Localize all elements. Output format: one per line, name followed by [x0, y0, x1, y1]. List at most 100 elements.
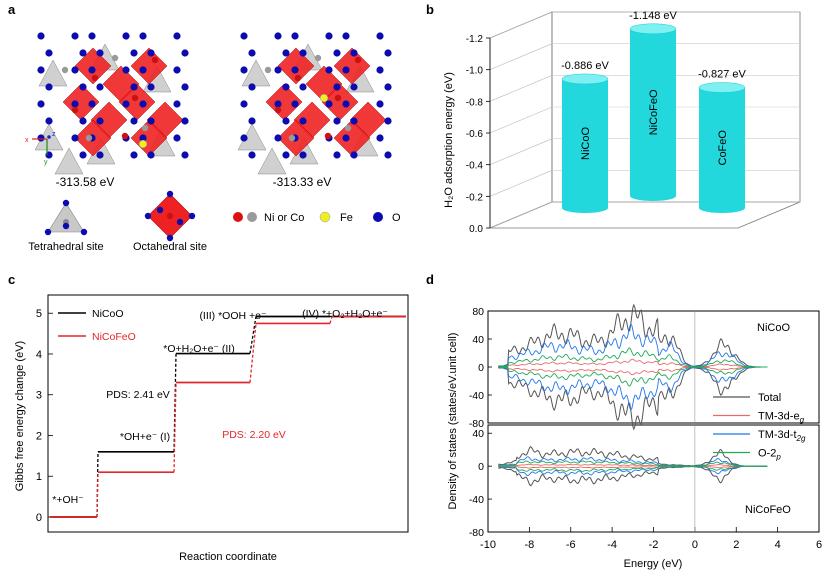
oxygen-atom [37, 32, 45, 40]
oxygen-atom [240, 66, 248, 74]
y-tick-label: 80 [472, 306, 484, 318]
octahedron [74, 47, 112, 85]
oxygen-atom [130, 151, 138, 159]
site-oxygen [176, 218, 184, 226]
oxygen-atom [37, 100, 45, 108]
co-atom [111, 54, 119, 62]
oxygen-atom [376, 100, 384, 108]
crystal-structure-nicofeo [237, 32, 392, 175]
oxygen-atom [173, 100, 181, 108]
oxygen-atom [376, 66, 384, 74]
bar-cofeo: CoFeO -0.827 eV [698, 69, 747, 213]
oxygen-atom [181, 83, 189, 91]
x-tick-label: 6 [816, 539, 822, 551]
oxygen-atom [173, 134, 181, 142]
oxygen-atom [248, 83, 256, 91]
dos-curve-total [498, 366, 768, 431]
oxygen-atom [122, 66, 130, 74]
grid-line [489, 11, 553, 39]
oxygen-atom [240, 100, 248, 108]
oxygen-atom [282, 49, 290, 57]
tetrahedron [257, 147, 287, 175]
oxygen-atom [282, 83, 290, 91]
legend-co-marker [247, 212, 257, 222]
y-tick-label: 0 [478, 362, 484, 374]
tetrahedron [54, 147, 84, 175]
dos-curve-tm-3d-eg [498, 463, 768, 467]
x-tick-label: -2 [649, 539, 659, 551]
legend-o-label: O [392, 212, 401, 224]
oxygen-atom [147, 83, 155, 91]
chart-d-curves [498, 303, 768, 487]
dos-system-label-top: NiCoO [757, 322, 790, 334]
x-tick-label: -8 [524, 539, 534, 551]
oxygen-atom [299, 49, 307, 57]
bar-top [561, 73, 609, 85]
oxygen-atom [181, 151, 189, 159]
pds-annotation-nicoo: PDS: 2.41 eV [106, 389, 170, 401]
oxygen-atom [139, 100, 147, 108]
oxygen-atom [37, 134, 45, 142]
oxygen-atom [147, 117, 155, 125]
oxygen-atom [96, 83, 104, 91]
octahedron [333, 47, 371, 85]
oxygen-atom [88, 32, 96, 40]
oxygen-atom [139, 134, 147, 142]
oxygen-atom [130, 83, 138, 91]
chart-c-frame [47, 294, 409, 533]
oxygen-atom [96, 49, 104, 57]
x-tick-label: 0 [692, 539, 698, 551]
site-oxygen [188, 212, 196, 220]
oxygen-atom [88, 66, 96, 74]
oxygen-atom [274, 32, 282, 40]
chart-d-y-axis-label: Density of states (states/eV.unit cell) [447, 333, 459, 510]
y-tick-label: -80 [469, 418, 484, 430]
oxygen-atom [342, 100, 350, 108]
oxygen-atom [71, 32, 79, 40]
oxygen-atom [45, 117, 53, 125]
fe-atom [319, 93, 329, 103]
oxygen-atom [384, 83, 392, 91]
oxygen-atom [350, 49, 358, 57]
oxygen-atom [122, 100, 130, 108]
ni-atom [274, 106, 282, 114]
y-tick-label: -0.6 [466, 129, 484, 140]
ni-atom [71, 106, 79, 114]
y-tick-label: -1.0 [466, 66, 484, 77]
dos-curve-o-2p [498, 465, 768, 472]
legend-label: Total [758, 392, 781, 404]
y-tick-label: 5 [36, 308, 42, 320]
oxygen-atom [147, 151, 155, 159]
dos-curve-o-2p [498, 347, 768, 368]
oxygen-atom [122, 32, 130, 40]
bar-base [699, 203, 745, 213]
oxygen-atom [248, 117, 256, 125]
crystal-structure-nicoo [34, 32, 189, 175]
y-tick-label: -0.2 [466, 192, 484, 203]
y-tick-label: 0.0 [469, 224, 483, 235]
x-tick-label: -6 [566, 539, 576, 551]
oxygen-atom [139, 66, 147, 74]
oxygen-atom [325, 100, 333, 108]
legend-fe-marker [319, 211, 331, 223]
chart-c-x-axis-label: Reaction coordinate [179, 551, 277, 563]
step-label-2: *O+H₂O+e⁻ (II) [163, 343, 234, 355]
bar-base [630, 191, 676, 201]
legend-label: O-2p [758, 448, 781, 462]
site-atom [166, 212, 174, 220]
ni-atom [324, 132, 332, 140]
bar-nicofeo: NiCoFeO -1.148 eV [629, 10, 678, 201]
chart-b-bars: NiCoO -0.886 eV NiCoFeO -1.148 eV CoFeO -0.82… [561, 10, 747, 213]
co-atom [264, 66, 272, 74]
bar-top [629, 23, 677, 35]
oxygen-atom [333, 151, 341, 159]
oxygen-atom [240, 134, 248, 142]
dos-curve-tm-3d-t2g [498, 322, 768, 368]
dos-curve-total [498, 465, 768, 487]
oxygen-atom [274, 66, 282, 74]
oxygen-atom [342, 66, 350, 74]
grid-line [489, 106, 553, 134]
legend-label: TM-3d-eg [758, 411, 805, 425]
